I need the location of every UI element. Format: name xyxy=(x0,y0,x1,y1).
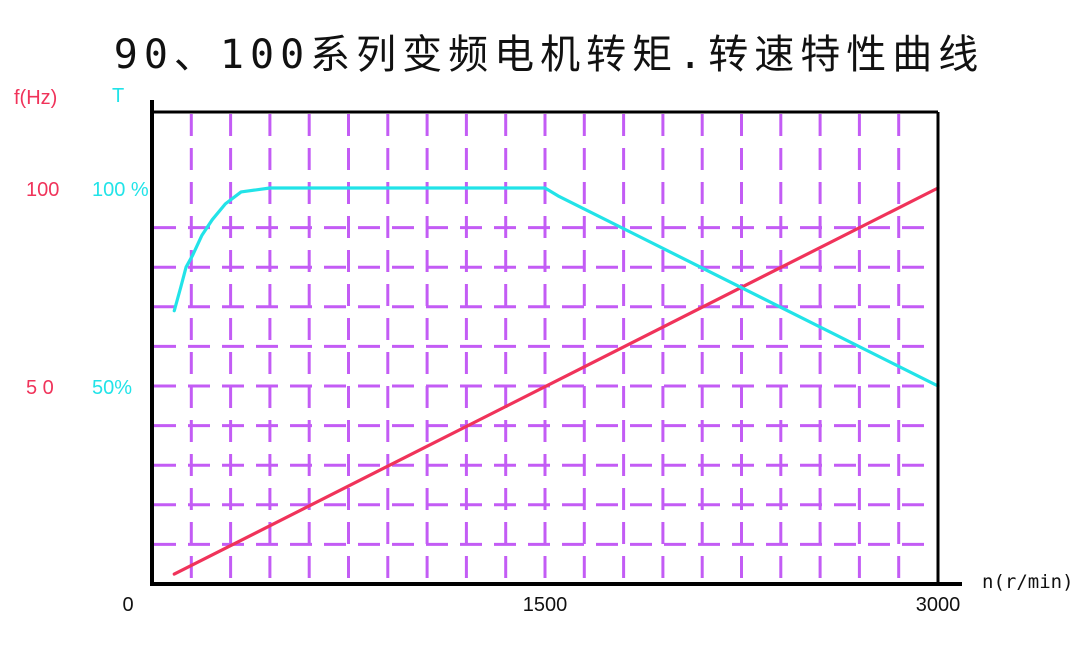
y-axis-label-torque: T xyxy=(112,85,124,107)
plot-frame xyxy=(150,100,962,586)
x-tick-label: 3000 xyxy=(916,594,961,616)
series-line-frequency xyxy=(172,186,940,576)
x-axis-label: n(r/min) xyxy=(982,571,1074,593)
series-layer xyxy=(172,186,940,576)
y-tick-label-torque: 50% xyxy=(92,377,132,399)
y-tick-label-torque: 100 % xyxy=(92,179,149,201)
x-tick-label: 0 xyxy=(122,594,133,616)
grid xyxy=(154,114,936,582)
y-axis-label-frequency: f(Hz) xyxy=(14,87,57,109)
series-line-torque xyxy=(172,186,940,388)
y-tick-label-frequency: 5 0 xyxy=(26,377,54,399)
y-tick-label-frequency: 100 xyxy=(26,179,59,201)
chart-title: 90、100系列变频电机转矩.转速特性曲线 xyxy=(114,32,985,78)
axis-labels: f(Hz) T 100 5 0 100 % 50% 0 1500 3000 n(r/min) xyxy=(14,85,1074,616)
x-tick-label: 1500 xyxy=(523,594,568,616)
